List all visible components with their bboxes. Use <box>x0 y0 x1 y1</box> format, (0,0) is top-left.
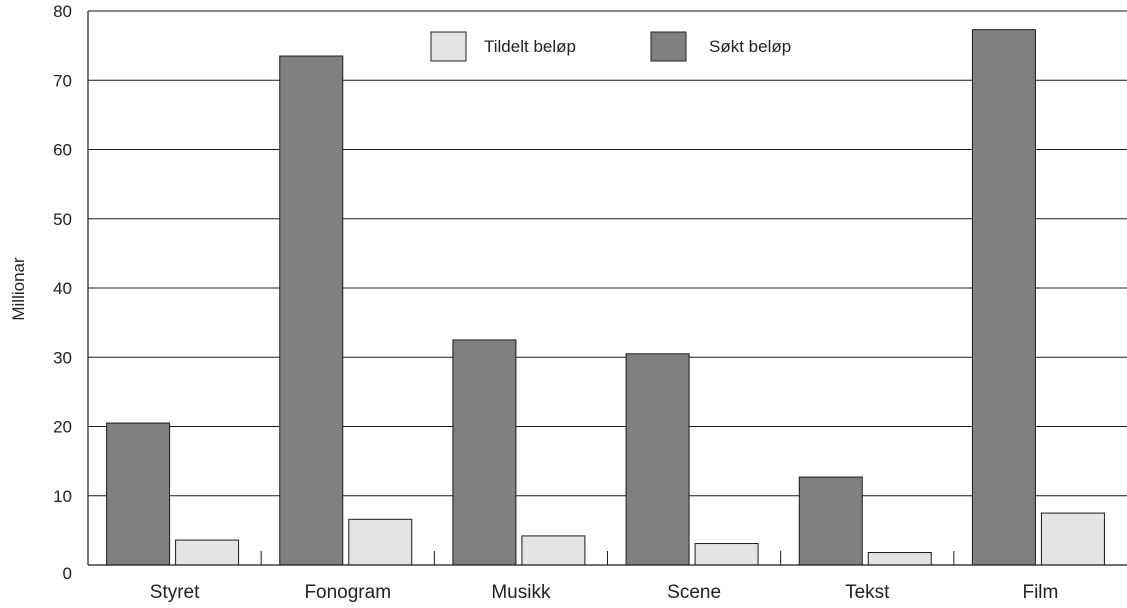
legend: Tildelt beløp Søkt beløp <box>430 31 791 62</box>
x-tick-label: Film <box>1022 582 1058 603</box>
bars <box>106 29 1105 566</box>
bar-tildelt <box>175 539 240 566</box>
legend-label-tildelt: Tildelt beløp <box>484 37 576 56</box>
y-tick-label: 20 <box>53 418 72 437</box>
gridlines <box>88 10 1127 497</box>
y-tick-label: 60 <box>53 141 72 160</box>
bar-sokt <box>798 476 863 566</box>
bar-sokt <box>452 339 517 566</box>
y-tick-label: 70 <box>53 71 72 90</box>
bar-tildelt <box>694 543 759 566</box>
x-tick-label: Scene <box>667 582 721 603</box>
legend-swatch-sokt <box>650 31 687 62</box>
x-tick-label: Fonogram <box>304 582 391 603</box>
legend-swatch-tildelt <box>430 31 467 62</box>
legend-label-sokt: Søkt beløp <box>709 37 791 56</box>
y-tick-label: 30 <box>53 348 72 367</box>
x-tick-labels: Styret Fonogram Musikk Scene Tekst Film <box>150 582 1059 603</box>
bar-tildelt <box>521 535 586 566</box>
y-axis-label: Millionar <box>9 257 28 321</box>
x-tick-label: Musikk <box>491 582 551 603</box>
y-tick-label: 40 <box>53 279 72 298</box>
bar-sokt <box>971 29 1036 566</box>
x-tick-label: Styret <box>150 582 200 603</box>
y-tick-label: 50 <box>53 210 72 229</box>
y-tick-label: 0 <box>63 564 72 583</box>
y-tick-label: 10 <box>53 487 72 506</box>
bar-sokt <box>625 353 690 566</box>
bar-tildelt <box>1040 512 1105 566</box>
bar-tildelt <box>348 518 413 566</box>
axes <box>87 11 1127 566</box>
x-tick-label: Tekst <box>845 582 890 603</box>
bar-tildelt <box>867 552 932 566</box>
y-tick-label: 80 <box>53 2 72 21</box>
bar-sokt <box>279 55 344 566</box>
bar-sokt <box>106 422 171 566</box>
y-tick-labels: 0 10 20 30 40 50 60 70 80 <box>53 2 72 583</box>
